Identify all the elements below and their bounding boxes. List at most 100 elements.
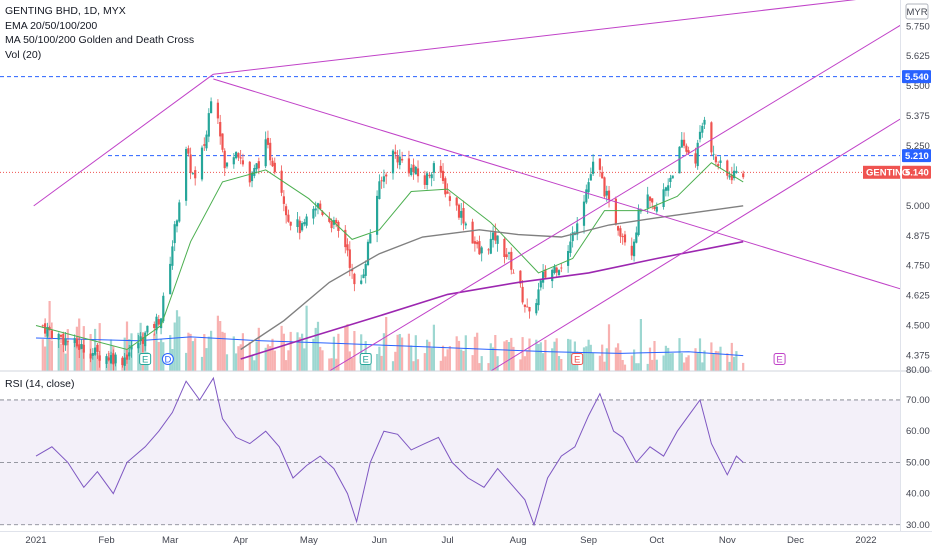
candle-body (62, 333, 65, 345)
candle-body (91, 353, 94, 356)
candle-body (412, 164, 415, 173)
price-tick-label: 5.750 (906, 21, 930, 32)
volume-bar (512, 346, 515, 371)
time-scale[interactable]: 2021 Feb Mar Apr May Jun Jul Aug Sep Oct Nov Dec 202… (25, 535, 876, 546)
volume-bar (703, 350, 706, 371)
volume-bar (344, 326, 347, 371)
candle-body (330, 221, 333, 229)
time-tick-label: Mar (162, 535, 178, 546)
volume-bar (544, 339, 547, 371)
candle-body (687, 150, 690, 154)
candle-body (178, 202, 181, 222)
volume-bar (587, 339, 590, 371)
volume-bar (155, 320, 158, 371)
candle-body (128, 352, 131, 357)
candle-body (57, 333, 60, 340)
volume-bar (646, 363, 649, 371)
volume-bar (446, 349, 449, 371)
candle-body (401, 158, 404, 161)
volume-bar (296, 332, 299, 371)
candle-body (385, 174, 388, 177)
trend-line (329, 24, 900, 371)
candle-body (742, 173, 745, 178)
candle-body (646, 194, 649, 209)
candle-body (98, 355, 101, 361)
volume-bar (680, 353, 683, 371)
candle-body (125, 354, 129, 360)
candle-body (653, 205, 656, 209)
volume-bar (717, 351, 720, 371)
volume-bar (585, 346, 588, 371)
trend-line (490, 118, 900, 371)
volume-bar (464, 335, 467, 371)
candle-body (410, 167, 413, 175)
candle-body (416, 168, 420, 177)
candle-body (587, 182, 590, 193)
indicator-volume[interactable]: Vol (20) (5, 48, 42, 61)
candle-body (701, 125, 704, 133)
volume-bar (273, 350, 276, 371)
price-tick-label: 4.500 (906, 321, 930, 332)
candle-body (398, 156, 401, 166)
indicator-ma-cross[interactable]: MA 50/100/200 Golden and Death Cross (5, 34, 195, 46)
price-scale[interactable]: 5.750 5.625 5.500 5.375 5.250 5.000 4.875 4.750… (906, 21, 930, 361)
candle-body (503, 239, 506, 257)
volume-bar (414, 335, 417, 371)
candle-body (537, 289, 540, 306)
volume-bar (444, 356, 447, 371)
candle-body (157, 319, 160, 325)
candle-body (448, 196, 451, 201)
candle-body (75, 338, 78, 347)
volume-bar (535, 339, 538, 371)
volume-bar (321, 350, 324, 371)
symbol-title[interactable]: GENTING BHD, 1D, MYX (5, 5, 126, 17)
event-marker-label: E (142, 354, 148, 365)
volume-bar (223, 332, 226, 371)
volume-bar (617, 343, 620, 371)
candle-body (651, 198, 654, 203)
volume-bar (203, 334, 206, 371)
volume-bar (335, 358, 338, 371)
volume-bar (410, 345, 413, 371)
volume-bar (553, 341, 556, 371)
candle-body (369, 234, 372, 244)
candle-body (598, 158, 601, 170)
candle-body (694, 153, 697, 164)
candle-body (378, 181, 381, 199)
volume-bar (605, 348, 608, 371)
currency-box[interactable] (905, 3, 929, 20)
price-tick-label: 4.625 (906, 291, 930, 302)
volume-bar (200, 356, 204, 371)
volume-bar (671, 353, 674, 371)
candle-body (607, 190, 611, 200)
candle-body (473, 241, 476, 244)
candle-body (567, 251, 570, 266)
candle-body (430, 174, 433, 179)
rsi-scale[interactable]: 80.00 70.00 60.00 50.00 40.00 30.00 (906, 365, 930, 531)
candle-body (614, 198, 617, 225)
earnings-marker (571, 353, 584, 365)
indicator-ema[interactable]: EMA 20/50/100/200 (5, 19, 98, 32)
price-tag-level (902, 149, 931, 163)
candle-body (487, 249, 490, 251)
volume-bar (48, 301, 51, 371)
candle-body (712, 153, 715, 155)
volume-bar (266, 344, 269, 371)
volume-bar (346, 324, 349, 371)
candle-body (89, 353, 92, 359)
volume-bar (75, 326, 78, 371)
candle-body (414, 166, 417, 175)
volume-bar (448, 346, 451, 371)
candle-body (698, 131, 702, 140)
candle-body (107, 357, 110, 361)
candle-body (328, 217, 331, 222)
rsi-title[interactable]: RSI (14, close) (5, 378, 75, 390)
volume-bar (416, 359, 420, 371)
candle-body (617, 226, 620, 231)
candle-body (730, 174, 733, 181)
volume-bar (50, 340, 53, 371)
candle-body (696, 142, 699, 167)
candle-body (257, 161, 260, 169)
